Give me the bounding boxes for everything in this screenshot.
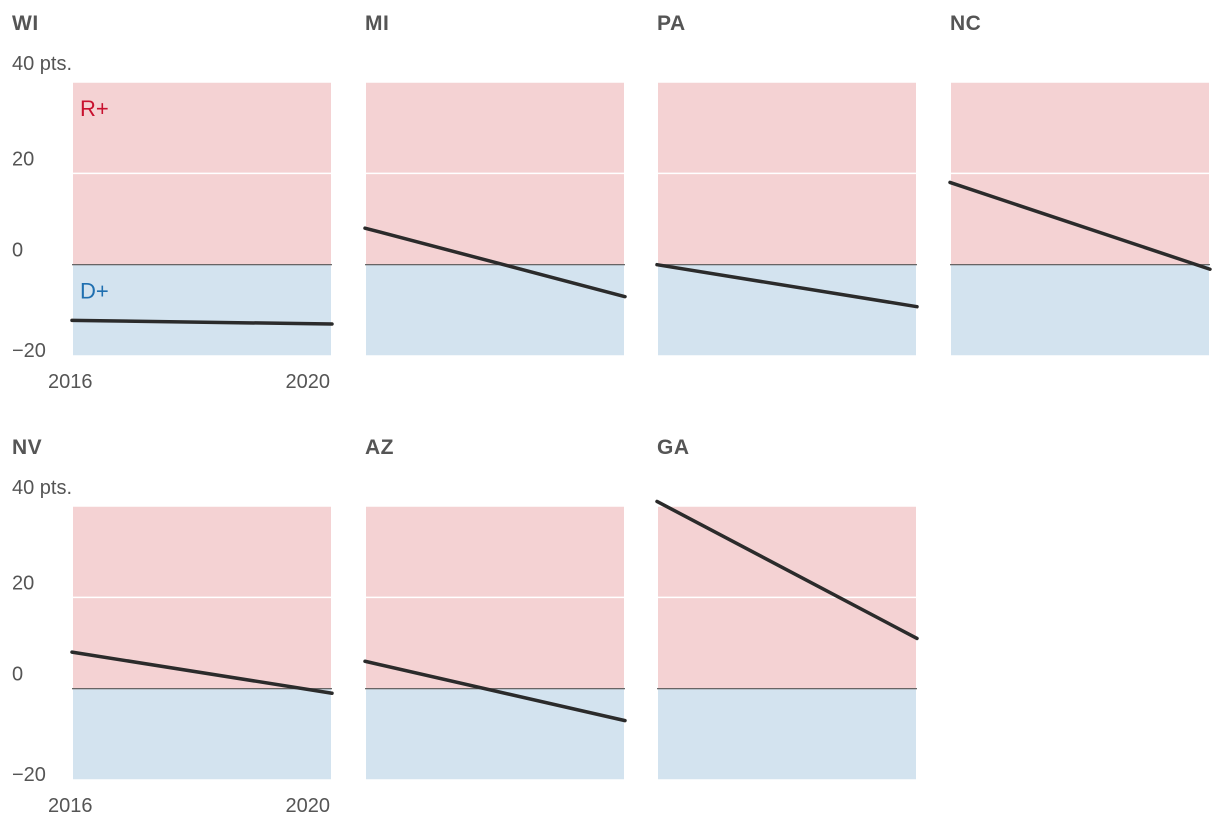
panel-title: PA [657,12,686,35]
panel-pa: PA [655,0,947,400]
panel-title: NV [12,436,43,459]
y-tick-label: 20 [12,148,34,170]
x-tick-label: 2016 [48,795,93,817]
series-line-nv [70,650,334,695]
panel-ga: GA [655,424,947,824]
panel-title: AZ [365,436,394,459]
panel-plot [655,499,919,781]
dem-area [657,264,917,356]
panel-title: GA [657,436,690,459]
series-line-wi [70,318,334,326]
series-line-ga [655,499,919,641]
dem-area [72,688,332,780]
panel-plot [363,500,627,781]
y-tick-label: 20 [12,572,34,594]
y-axis-top-label: 40 pts. [12,477,72,499]
panel-title: NC [950,12,982,35]
y-axis-top-label: 40 pts. [12,53,72,75]
panel-az: AZ [363,424,655,824]
x-tick-label: 2020 [286,795,331,817]
panel-mi: MI [363,0,655,400]
panel-plot [655,76,919,357]
panel-wi: WI 40 pts. 20 0 −20 2016 2020 R+ D+ [12,0,334,400]
dem-area [72,264,332,356]
panel-nv: NV 40 pts. 20 0 −20 2016 2020 [12,424,334,824]
x-tick-label: 2016 [48,371,93,393]
y-tick-label: −20 [12,340,46,362]
rep-region-label: R+ [80,96,109,121]
y-tick-label: 0 [12,240,23,262]
y-tick-label: 0 [12,664,23,686]
dem-region-label: D+ [80,279,109,304]
series-line-nc [948,180,1212,271]
dem-area [365,264,625,356]
x-tick-label: 2020 [286,371,331,393]
y-tick-label: −20 [12,764,46,786]
panel-title: MI [365,12,390,35]
series-line-mi [363,226,627,299]
dem-area [365,688,625,780]
series-line-az [363,659,627,723]
series-line-pa [655,262,919,309]
dem-area [657,688,917,780]
dem-area [950,264,1210,356]
panel-nc: NC [948,0,1220,400]
panel-title: WI [12,12,39,35]
panel-plot [948,76,1212,357]
panel-plot [363,76,627,357]
